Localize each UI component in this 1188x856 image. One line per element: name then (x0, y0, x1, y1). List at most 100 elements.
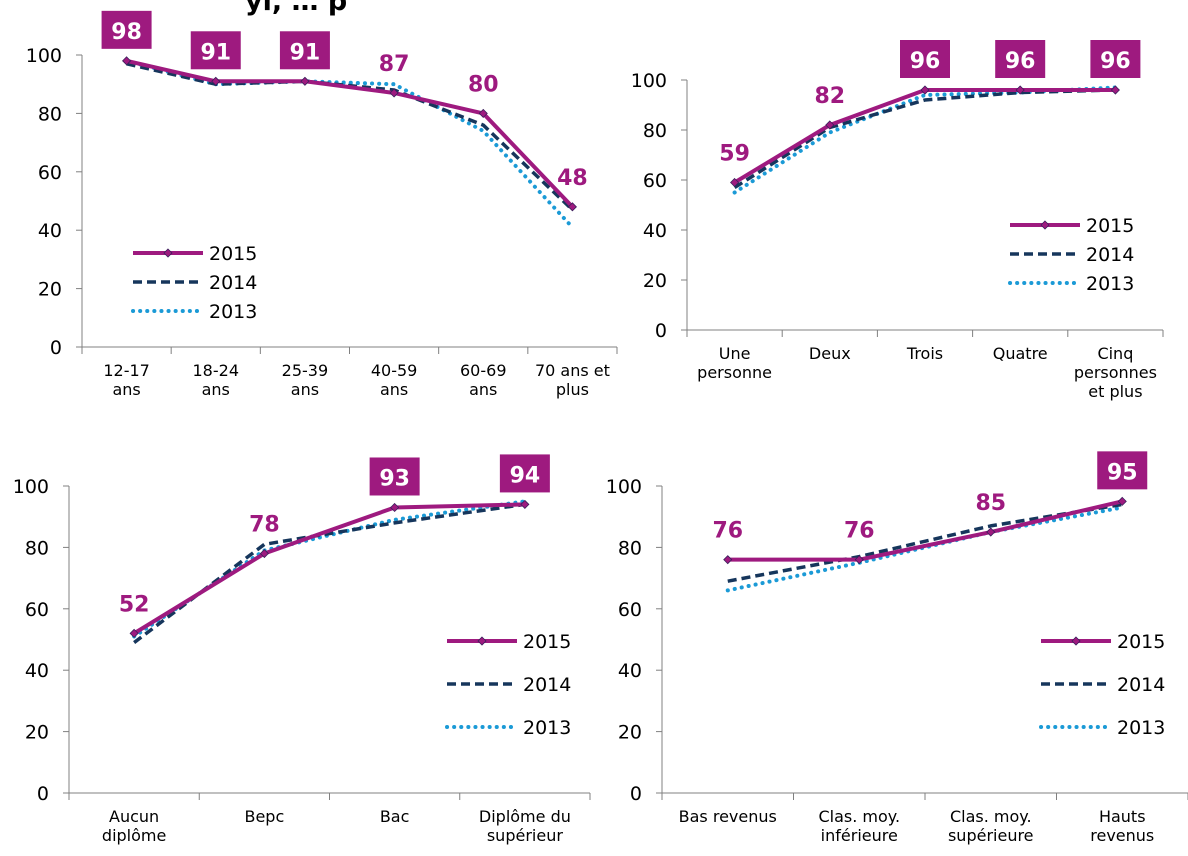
y-tick-label: 80 (643, 120, 667, 142)
point-marker-2015 (825, 120, 835, 130)
y-tick-label: 20 (643, 270, 667, 292)
point-marker-2015 (1117, 496, 1127, 506)
y-tick-label: 100 (26, 45, 62, 67)
data-label-box (101, 10, 152, 49)
series-line-2015 (133, 502, 525, 636)
legend-label-2015: 2015 (523, 631, 571, 653)
point-marker-2015 (520, 499, 530, 509)
x-tick-label: 12-17 ans (103, 361, 150, 399)
point-marker-2015 (389, 88, 399, 98)
legend-label-2013: 2013 (1086, 273, 1134, 295)
x-tick-label: Trois (906, 344, 943, 363)
y-tick-label: 40 (643, 220, 667, 242)
y-tick-label: 80 (618, 537, 642, 559)
data-label: 82 (814, 84, 845, 109)
data-label: 95 (1107, 460, 1138, 485)
x-tick-label: Clas. moy. supérieure (948, 807, 1034, 845)
x-tick-label: Deux (809, 344, 851, 363)
series-line-2014 (133, 502, 526, 644)
x-tick-label: Une personne (697, 344, 772, 382)
data-label: 76 (844, 519, 875, 544)
point-marker-2015 (920, 85, 930, 95)
data-label-box (1090, 40, 1141, 78)
series-line-2013 (732, 85, 1118, 195)
series-line-2013 (725, 505, 1125, 593)
point-marker-2015 (1110, 85, 1120, 95)
y-tick-label: 40 (38, 220, 62, 242)
chart-title-fragment: yi, … p (245, 0, 348, 17)
series-line-2015 (126, 58, 574, 209)
y-tick-label: 80 (25, 537, 49, 559)
data-label: 78 (249, 513, 280, 538)
data-label-box (499, 454, 550, 493)
x-tick-label: Bac (380, 807, 410, 826)
legend-label-2014: 2014 (209, 272, 257, 294)
x-tick-label: Aucun diplôme (102, 807, 166, 845)
point-marker-2015 (1015, 85, 1025, 95)
y-tick-label: 0 (655, 320, 667, 342)
data-label-box (900, 40, 950, 78)
legend-label-2015: 2015 (1117, 631, 1165, 653)
x-tick-label: 70 ans et plus (535, 361, 610, 399)
x-tick-label: 40-59 ans (371, 361, 418, 399)
legend-label-2015: 2015 (209, 243, 257, 265)
data-label-box (190, 31, 241, 70)
point-marker-2015 (986, 527, 996, 537)
x-tick-label: Hauts revenus (1090, 807, 1154, 845)
chart-diploma: 0 20 40 60 80 100 Aucun diplôme Bepc Bac Diplôme d… (13, 454, 591, 845)
data-label: 87 (379, 52, 410, 77)
series-line-2013 (132, 499, 527, 639)
y-tick-label: 20 (25, 722, 49, 744)
x-tick-label: Cinq personnes et plus (1074, 344, 1157, 401)
legend-marker (477, 636, 487, 646)
y-tick-label: 60 (618, 599, 642, 621)
point-marker-2015 (211, 76, 221, 86)
data-label: 91 (200, 40, 231, 65)
point-marker-2015 (390, 502, 400, 513)
point-marker-2015 (854, 555, 864, 565)
data-label-box (369, 457, 420, 496)
point-marker-2015 (259, 548, 269, 559)
data-label-box (279, 31, 330, 70)
x-tick-label: Diplôme du supérieur (479, 807, 571, 845)
point-marker-2015 (129, 628, 139, 638)
data-label: 48 (557, 166, 588, 191)
point-marker-2015 (478, 108, 488, 118)
y-tick-label: 20 (618, 722, 642, 744)
series-line-2014 (733, 88, 1116, 189)
y-tick-label: 40 (25, 660, 49, 682)
chart-income: 0 20 40 60 80 100 Bas revenus Clas. moy. inférie… (606, 451, 1188, 845)
x-tick-label: 25-39 ans (282, 361, 329, 399)
point-marker-2015 (730, 177, 740, 188)
series-line-2015 (727, 499, 1123, 562)
chart-age: 0 20 40 60 80 100 12-17 ans 18-24 ans 25-39 ans 40-5… (26, 10, 618, 399)
data-label: 85 (975, 491, 1006, 516)
legend-marker (1071, 636, 1081, 646)
data-label: 96 (1005, 49, 1036, 74)
data-label: 91 (290, 40, 321, 65)
data-label: 76 (712, 519, 743, 544)
y-tick-label: 40 (618, 660, 642, 682)
legend-label-2014: 2014 (1117, 674, 1165, 696)
y-tick-label: 0 (50, 337, 62, 359)
data-label: 80 (468, 72, 499, 97)
y-tick-label: 60 (25, 599, 49, 621)
series-line-2014 (727, 502, 1123, 583)
point-marker-2015 (122, 56, 132, 66)
data-label: 98 (111, 20, 142, 45)
legend-label-2013: 2013 (1117, 717, 1165, 739)
y-tick-label: 100 (606, 476, 642, 498)
x-tick-label: Quatre (993, 344, 1048, 363)
y-tick-label: 80 (38, 103, 62, 125)
y-tick-label: 100 (13, 476, 49, 498)
y-tick-label: 0 (37, 783, 49, 805)
point-marker-2015 (300, 76, 310, 86)
data-label: 94 (510, 463, 541, 488)
y-tick-label: 20 (38, 279, 62, 301)
data-label: 52 (119, 592, 150, 617)
x-tick-label: 18-24 ans (193, 361, 240, 399)
series-line-2015 (733, 88, 1116, 185)
chart-household-size: 0 20 40 60 80 100 Une personne Deux Trois Quatre Ci… (631, 40, 1164, 401)
data-label: 96 (1100, 49, 1131, 74)
y-tick-label: 0 (630, 783, 642, 805)
